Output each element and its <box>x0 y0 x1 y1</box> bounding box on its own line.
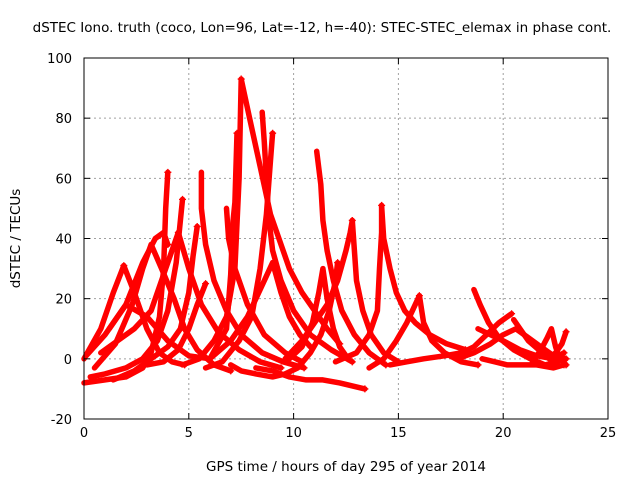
series-28 <box>416 292 482 369</box>
x-tick-label: 25 <box>600 426 617 441</box>
series-line <box>387 310 515 368</box>
y-tick-label: 0 <box>64 353 72 368</box>
y-tick-label: 20 <box>55 293 72 308</box>
y-axis-label: dSTEC / TECUs <box>8 189 24 289</box>
data-point <box>269 129 277 137</box>
series-line <box>378 202 469 353</box>
y-tick-label: 40 <box>55 233 72 248</box>
series-line <box>207 259 314 362</box>
series-line <box>479 356 567 371</box>
series-17 <box>259 109 356 366</box>
data-point <box>202 280 210 288</box>
x-tick-label: 15 <box>390 426 407 441</box>
data-point <box>348 358 356 366</box>
x-tick-label: 10 <box>285 426 302 441</box>
y-tick-label: 60 <box>55 172 72 187</box>
data-point <box>474 361 482 369</box>
series-line <box>416 292 481 368</box>
chart-title: dSTEC Iono. truth (coco, Lon=96, Lat=-12… <box>33 20 612 36</box>
x-tick-label: 20 <box>495 426 512 441</box>
axis-ticks: 0 5 10 15 20 25 -20 0 20 40 60 80 100 <box>47 52 616 441</box>
series-line <box>81 262 127 362</box>
y-tick-label: 100 <box>47 52 72 67</box>
data-point <box>562 361 570 369</box>
series-line <box>366 292 423 371</box>
series-36 <box>454 326 570 363</box>
series-line <box>253 365 368 392</box>
series-21 <box>253 365 369 393</box>
data-point <box>508 310 516 318</box>
series-line <box>110 223 200 383</box>
data-point <box>300 364 308 372</box>
data-point <box>164 168 172 176</box>
series-33 <box>475 326 568 362</box>
data-point <box>361 385 369 393</box>
series-19 <box>207 259 314 362</box>
series-line <box>179 76 244 368</box>
data-point <box>560 349 568 357</box>
y-tick-label: 80 <box>55 112 72 127</box>
data-point <box>227 367 235 375</box>
data-point <box>306 343 314 351</box>
series-line <box>144 280 209 368</box>
series-line <box>313 148 389 368</box>
series-7 <box>110 222 201 383</box>
series-line <box>259 109 356 365</box>
series-line <box>454 326 569 362</box>
series-group <box>81 75 570 393</box>
series-line <box>238 76 343 347</box>
data-point <box>562 355 570 363</box>
series-line <box>223 205 305 365</box>
series-29 <box>387 310 516 368</box>
data-point <box>193 222 201 230</box>
data-point <box>277 364 285 372</box>
series-10 <box>144 280 210 368</box>
data-point <box>179 195 187 203</box>
y-tick-label: -20 <box>51 413 72 428</box>
series-line <box>475 326 567 362</box>
data-point <box>562 328 570 336</box>
series-line <box>98 229 182 356</box>
data-point <box>164 241 172 249</box>
x-axis-label: GPS time / hours of day 295 of year 2014 <box>206 459 486 475</box>
x-tick-label: 0 <box>80 426 88 441</box>
x-tick-label: 5 <box>185 426 193 441</box>
series-line <box>282 217 356 362</box>
series-line <box>349 217 402 365</box>
